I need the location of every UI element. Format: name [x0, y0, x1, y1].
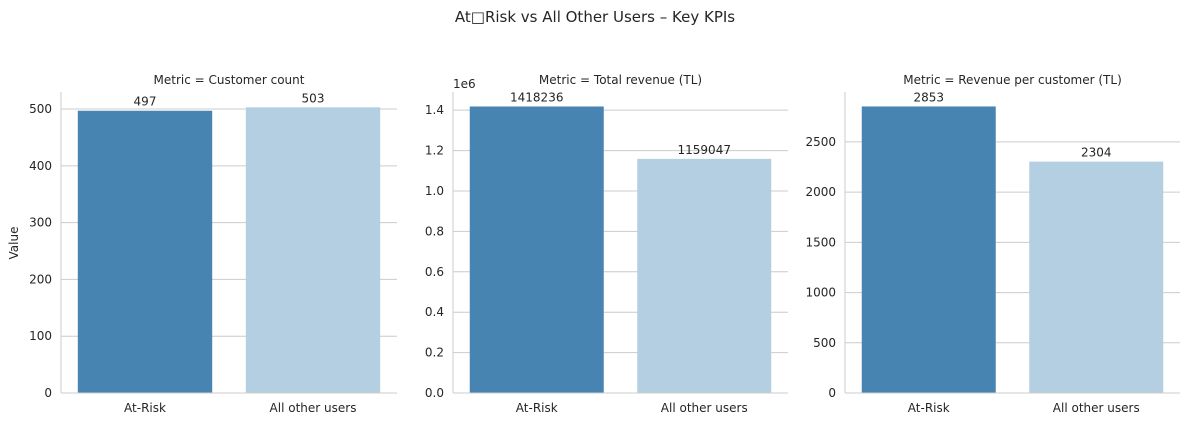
y-tick-label: 500	[29, 102, 52, 116]
data-label: 2853	[913, 90, 944, 104]
bar-at-risk	[861, 106, 996, 393]
x-tick-label: At-Risk	[908, 401, 950, 415]
y-tick-label: 0.4	[425, 305, 444, 319]
y-tick-label: 0	[44, 386, 52, 400]
bar-at-risk	[469, 106, 604, 394]
y-tick-label: 0.6	[425, 265, 444, 279]
y-tick-label: 2500	[805, 135, 836, 149]
data-label: 497	[134, 95, 157, 109]
y-tick-label: 0.8	[425, 224, 444, 238]
y-tick-label: 1.2	[425, 144, 444, 158]
panel-title: Metric = Revenue per customer (TL)	[903, 73, 1122, 87]
y-axis-label: Value	[7, 227, 21, 260]
x-tick-label: At-Risk	[124, 401, 166, 415]
y-tick-label: 0.2	[425, 346, 444, 360]
y-tick-label: 100	[29, 329, 52, 343]
y-tick-label: 1.0	[425, 184, 444, 198]
y-tick-label: 1000	[805, 286, 836, 300]
bar-all-other-users	[1029, 161, 1164, 393]
y-tick-label: 1500	[805, 235, 836, 249]
y-tick-label: 0	[828, 386, 836, 400]
data-label: 503	[302, 91, 325, 105]
figure-title: At□Risk vs All Other Users – Key KPIs	[455, 8, 735, 26]
x-tick-label: All other users	[1053, 401, 1140, 415]
y-tick-label: 300	[29, 216, 52, 230]
y-tick-label: 200	[29, 272, 52, 286]
bar-all-other-users	[245, 107, 381, 394]
y-tick-label: 2000	[805, 185, 836, 199]
bar-at-risk	[77, 110, 213, 393]
data-label: 1159047	[678, 143, 731, 157]
data-label: 1418236	[510, 90, 563, 104]
axis-offset-text: 1e6	[453, 77, 476, 91]
x-tick-label: All other users	[270, 401, 357, 415]
panel-title: Metric = Total revenue (TL)	[539, 73, 702, 87]
y-tick-label: 500	[813, 336, 836, 350]
bar-all-other-users	[637, 158, 772, 393]
x-tick-label: At-Risk	[516, 401, 558, 415]
data-label: 2304	[1081, 146, 1112, 160]
y-tick-label: 400	[29, 159, 52, 173]
y-tick-label: 1.4	[425, 103, 444, 117]
panel-title: Metric = Customer count	[154, 73, 305, 87]
x-tick-label: All other users	[661, 401, 748, 415]
y-tick-label: 0.0	[425, 386, 444, 400]
